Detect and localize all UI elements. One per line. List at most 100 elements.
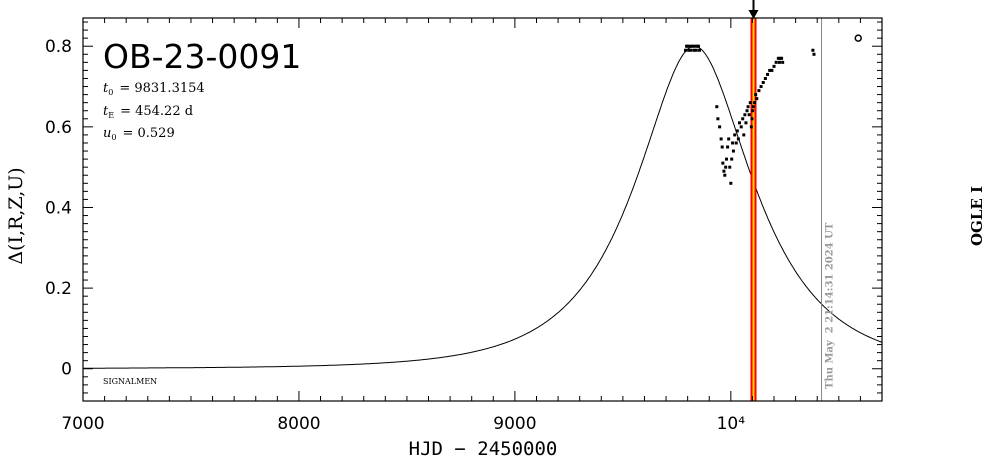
y-tick-label: 0.6 [45, 118, 72, 138]
y-tick-label: 0.4 [45, 198, 72, 218]
data-point [757, 89, 761, 93]
model-curve-layer [83, 45, 883, 369]
data-point [715, 105, 719, 109]
data-point [731, 149, 735, 153]
data-point [781, 60, 785, 64]
right-axis-label: OGLE I [968, 186, 986, 246]
data-point [733, 133, 737, 137]
data-point [780, 56, 784, 60]
data-point [683, 48, 687, 52]
data-point [725, 157, 729, 161]
corner-label: SIGNALMEN [103, 377, 157, 386]
data-point [735, 129, 739, 133]
data-point [763, 76, 767, 80]
param-u0-sub: 0 [111, 133, 116, 142]
data-point [746, 105, 750, 109]
x-tick-label: 7000 [61, 414, 104, 434]
data-point [731, 141, 735, 145]
axes-layer: 7000 8000 9000 10⁴ 0 0.2 0.4 0.6 0.8 [45, 17, 883, 434]
y-tick-label: 0.8 [45, 37, 72, 57]
data-point [737, 121, 741, 125]
param-u0-value: = 0.529 [122, 126, 174, 141]
data-point [755, 97, 759, 101]
data-point [749, 125, 753, 129]
data-point [774, 60, 778, 64]
data-point [729, 181, 733, 185]
data-point [722, 169, 726, 173]
param-tE-value: = 454.22 d [120, 104, 193, 119]
param-t0: t0 = 9831.3154 [103, 81, 205, 97]
timestamp-label: Thu May 2 21:14:31 2024 UT [825, 222, 836, 389]
data-point [743, 113, 747, 117]
data-point [777, 60, 781, 64]
data-point [727, 137, 731, 141]
data-point [718, 125, 722, 129]
param-tE-name: t [103, 104, 109, 119]
param-tE-sub: E [108, 111, 114, 120]
data-point [696, 44, 700, 48]
data-point [693, 44, 697, 48]
x-tick-label: 10⁴ [717, 414, 746, 434]
data-point [688, 44, 692, 48]
data-point [719, 137, 723, 141]
marker-lines-layer [750, 18, 823, 401]
data-point [776, 56, 780, 60]
data-point [750, 117, 754, 121]
data-point [716, 117, 720, 121]
param-t0-name: t [103, 81, 109, 96]
model-curve [83, 45, 883, 369]
data-point [692, 48, 696, 52]
data-point [770, 68, 774, 72]
data-point [742, 133, 746, 137]
data-point [744, 121, 748, 125]
data-point [730, 157, 734, 161]
data-point [748, 101, 752, 105]
data-point [741, 117, 745, 121]
data-point [734, 141, 738, 145]
chart-title: OB-23-0091 [103, 37, 301, 76]
data-point [754, 93, 758, 97]
data-point [739, 125, 743, 129]
y-tick-label: 0.2 [45, 279, 72, 299]
data-point [721, 161, 725, 165]
data-point [751, 109, 755, 113]
param-t0-value: = 9831.3154 [119, 81, 204, 96]
x-tick-label: 8000 [277, 414, 320, 434]
data-point [698, 48, 702, 52]
param-u0-name: u [103, 126, 111, 141]
data-point [736, 137, 740, 141]
data-point [686, 44, 690, 48]
data-point [768, 68, 772, 72]
current-time-arrow-head [748, 10, 759, 19]
data-point [759, 85, 763, 89]
data-point [766, 72, 770, 76]
x-axis-label: HJD − 2450000 [409, 438, 558, 459]
y-axis-label: Δ(I,R,Z,U) [5, 167, 27, 264]
data-point [811, 48, 815, 52]
data-point [753, 101, 757, 105]
plot-frame [82, 17, 883, 402]
data-point [747, 113, 751, 117]
data-point [812, 52, 816, 56]
data-point-open [854, 34, 862, 42]
y-tick-label: 0 [61, 360, 72, 380]
data-point [687, 48, 691, 52]
current-time-arrow-icon [748, 0, 759, 19]
data-points-layer [683, 34, 862, 185]
data-point [691, 44, 695, 48]
data-point [751, 105, 755, 109]
data-point [772, 64, 776, 68]
data-point [761, 81, 765, 85]
param-u0: u0 = 0.529 [103, 126, 175, 142]
data-point [723, 173, 727, 177]
param-t0-sub: 0 [108, 88, 113, 97]
data-point [745, 109, 749, 113]
x-tick-label: 9000 [493, 414, 536, 434]
data-point [728, 165, 732, 169]
data-point [689, 48, 693, 52]
data-point [726, 145, 730, 149]
data-point [720, 145, 724, 149]
current-time-band-inner [752, 18, 755, 401]
param-tE: tE = 454.22 d [103, 104, 193, 120]
